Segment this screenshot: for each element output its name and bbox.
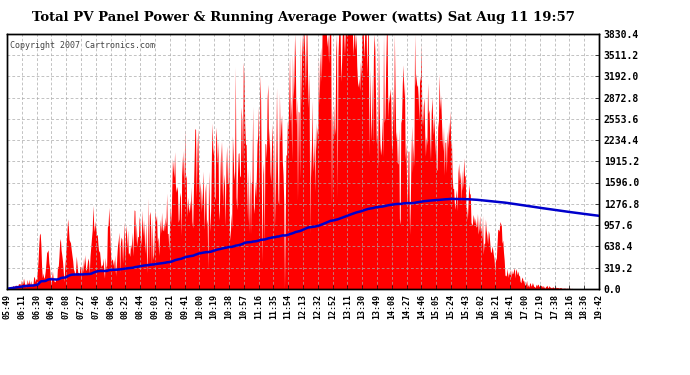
Text: Copyright 2007 Cartronics.com: Copyright 2007 Cartronics.com	[10, 41, 155, 50]
Text: Total PV Panel Power & Running Average Power (watts) Sat Aug 11 19:57: Total PV Panel Power & Running Average P…	[32, 11, 575, 24]
